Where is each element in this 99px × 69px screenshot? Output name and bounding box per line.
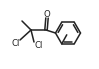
- Text: Cl: Cl: [35, 41, 43, 51]
- Text: O: O: [44, 10, 50, 19]
- Text: Cl: Cl: [12, 39, 20, 49]
